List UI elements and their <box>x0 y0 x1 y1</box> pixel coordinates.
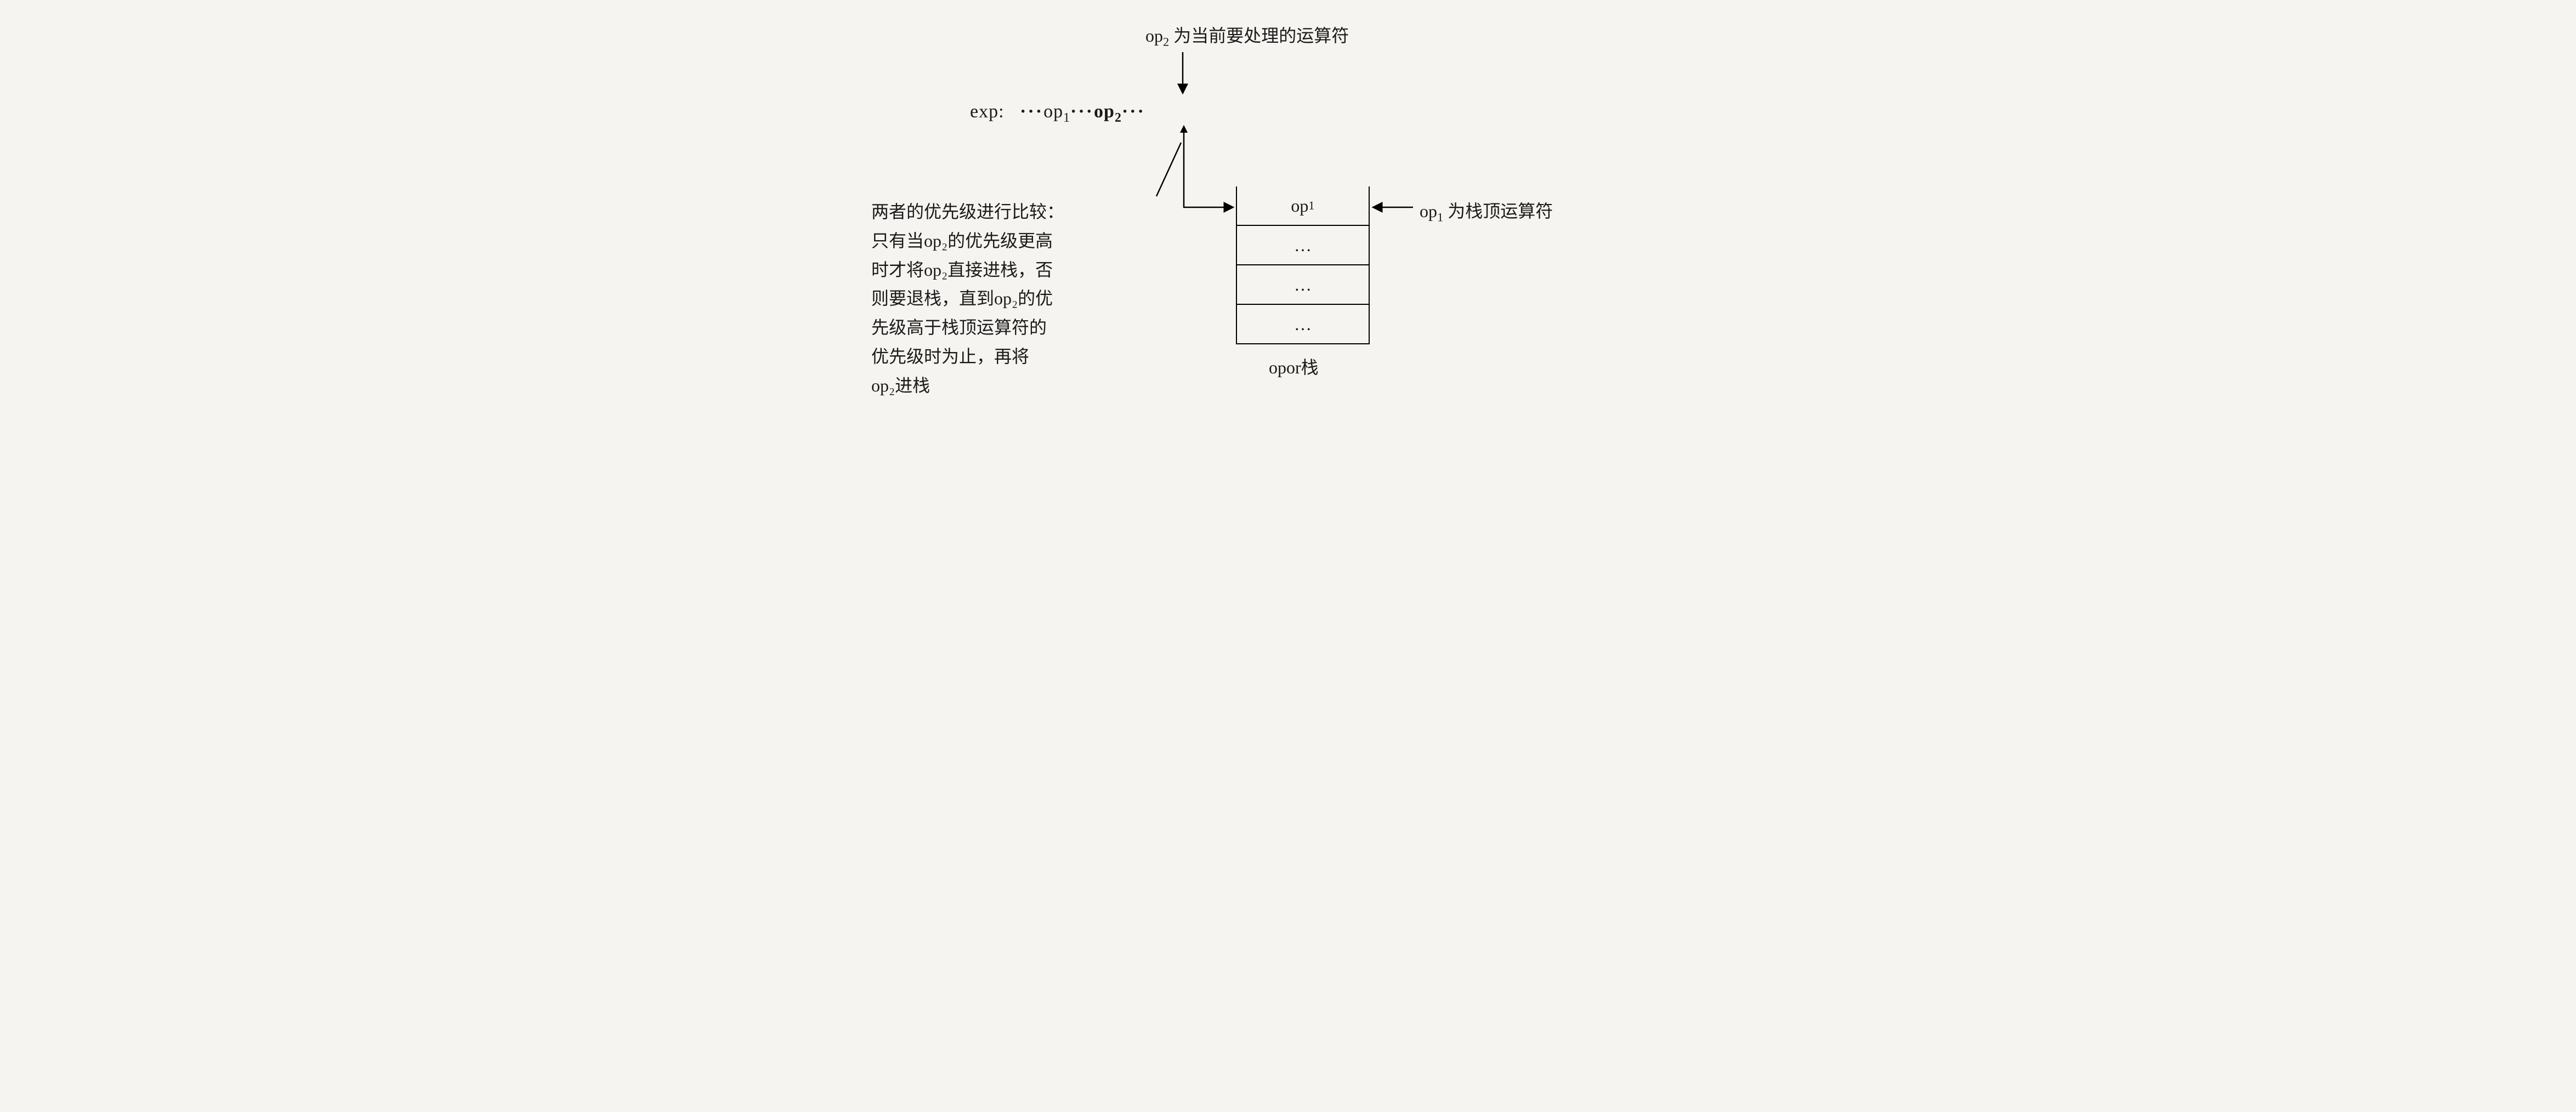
arrow-overlay <box>795 22 1781 450</box>
branch-to-left-text <box>1156 143 1181 196</box>
arrowhead-up-to-exp <box>1180 125 1188 133</box>
arrow-exp-to-stack <box>1184 126 1233 207</box>
diagram-container: op2 为当前要处理的运算符 exp: ···op1···op2··· 两者的优… <box>795 22 1781 450</box>
